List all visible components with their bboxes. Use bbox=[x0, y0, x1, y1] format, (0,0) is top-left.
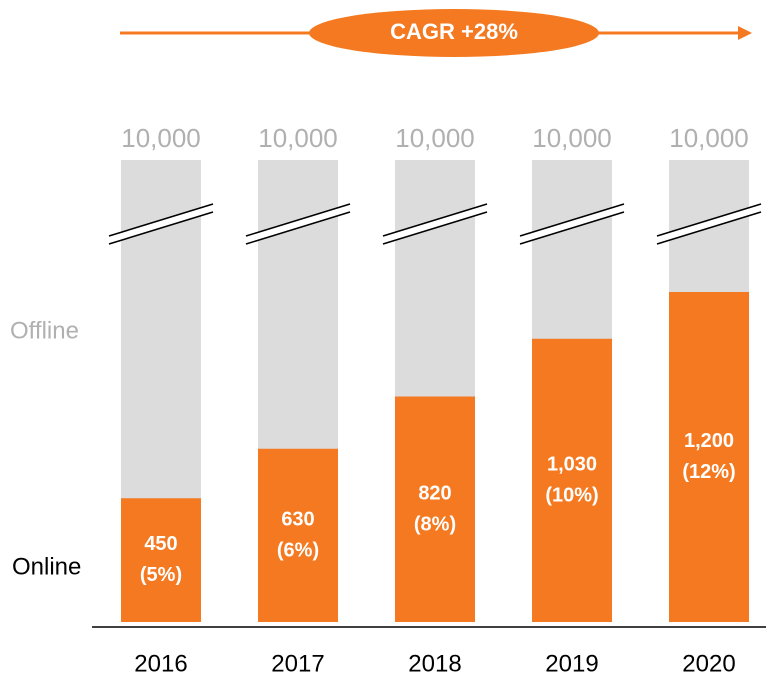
value-label: 630 (6%) bbox=[277, 509, 319, 562]
axis-break-line bbox=[382, 203, 488, 237]
axis-break-line bbox=[245, 211, 351, 245]
total-label: 10,000 bbox=[395, 123, 475, 153]
axis-break-gap bbox=[383, 204, 487, 244]
online-bar bbox=[121, 498, 201, 622]
axis-break-line bbox=[108, 211, 214, 245]
axis-break-gap bbox=[520, 204, 624, 244]
x-tick-label: 2018 bbox=[408, 650, 461, 677]
axis-break-gap bbox=[109, 204, 213, 244]
axis-break-line bbox=[656, 211, 762, 245]
online-bar bbox=[532, 338, 612, 622]
axis-break-line bbox=[519, 211, 625, 245]
axis-break-gap bbox=[246, 204, 350, 244]
offline-label: Offline bbox=[10, 317, 79, 344]
online-bar bbox=[669, 292, 749, 622]
axis-break-line bbox=[108, 203, 214, 237]
cagr-arrowhead bbox=[738, 26, 752, 40]
axis-break-line bbox=[656, 203, 762, 237]
cagr-label: CAGR +28% bbox=[390, 19, 518, 44]
x-tick-label: 2017 bbox=[271, 650, 324, 677]
axis-break-line bbox=[245, 203, 351, 237]
online-bar bbox=[395, 396, 475, 622]
cagr-badge bbox=[309, 9, 599, 57]
value-label: 1,200 (12%) bbox=[682, 430, 735, 483]
online-label: Online bbox=[12, 553, 81, 580]
x-tick-label: 2019 bbox=[545, 650, 598, 677]
value-label: 820 (8%) bbox=[414, 483, 456, 536]
value-label: 450 (5%) bbox=[140, 533, 182, 586]
total-label: 10,000 bbox=[669, 123, 749, 153]
total-label: 10,000 bbox=[121, 123, 201, 153]
total-label: 10,000 bbox=[258, 123, 338, 153]
online-bar bbox=[258, 448, 338, 622]
x-tick-label: 2016 bbox=[134, 650, 187, 677]
x-tick-label: 2020 bbox=[682, 650, 735, 677]
axis-break-line bbox=[382, 211, 488, 245]
value-label: 1,030 (10%) bbox=[545, 454, 598, 507]
total-label: 10,000 bbox=[532, 123, 612, 153]
axis-break-gap bbox=[657, 204, 761, 244]
axis-break-line bbox=[519, 203, 625, 237]
